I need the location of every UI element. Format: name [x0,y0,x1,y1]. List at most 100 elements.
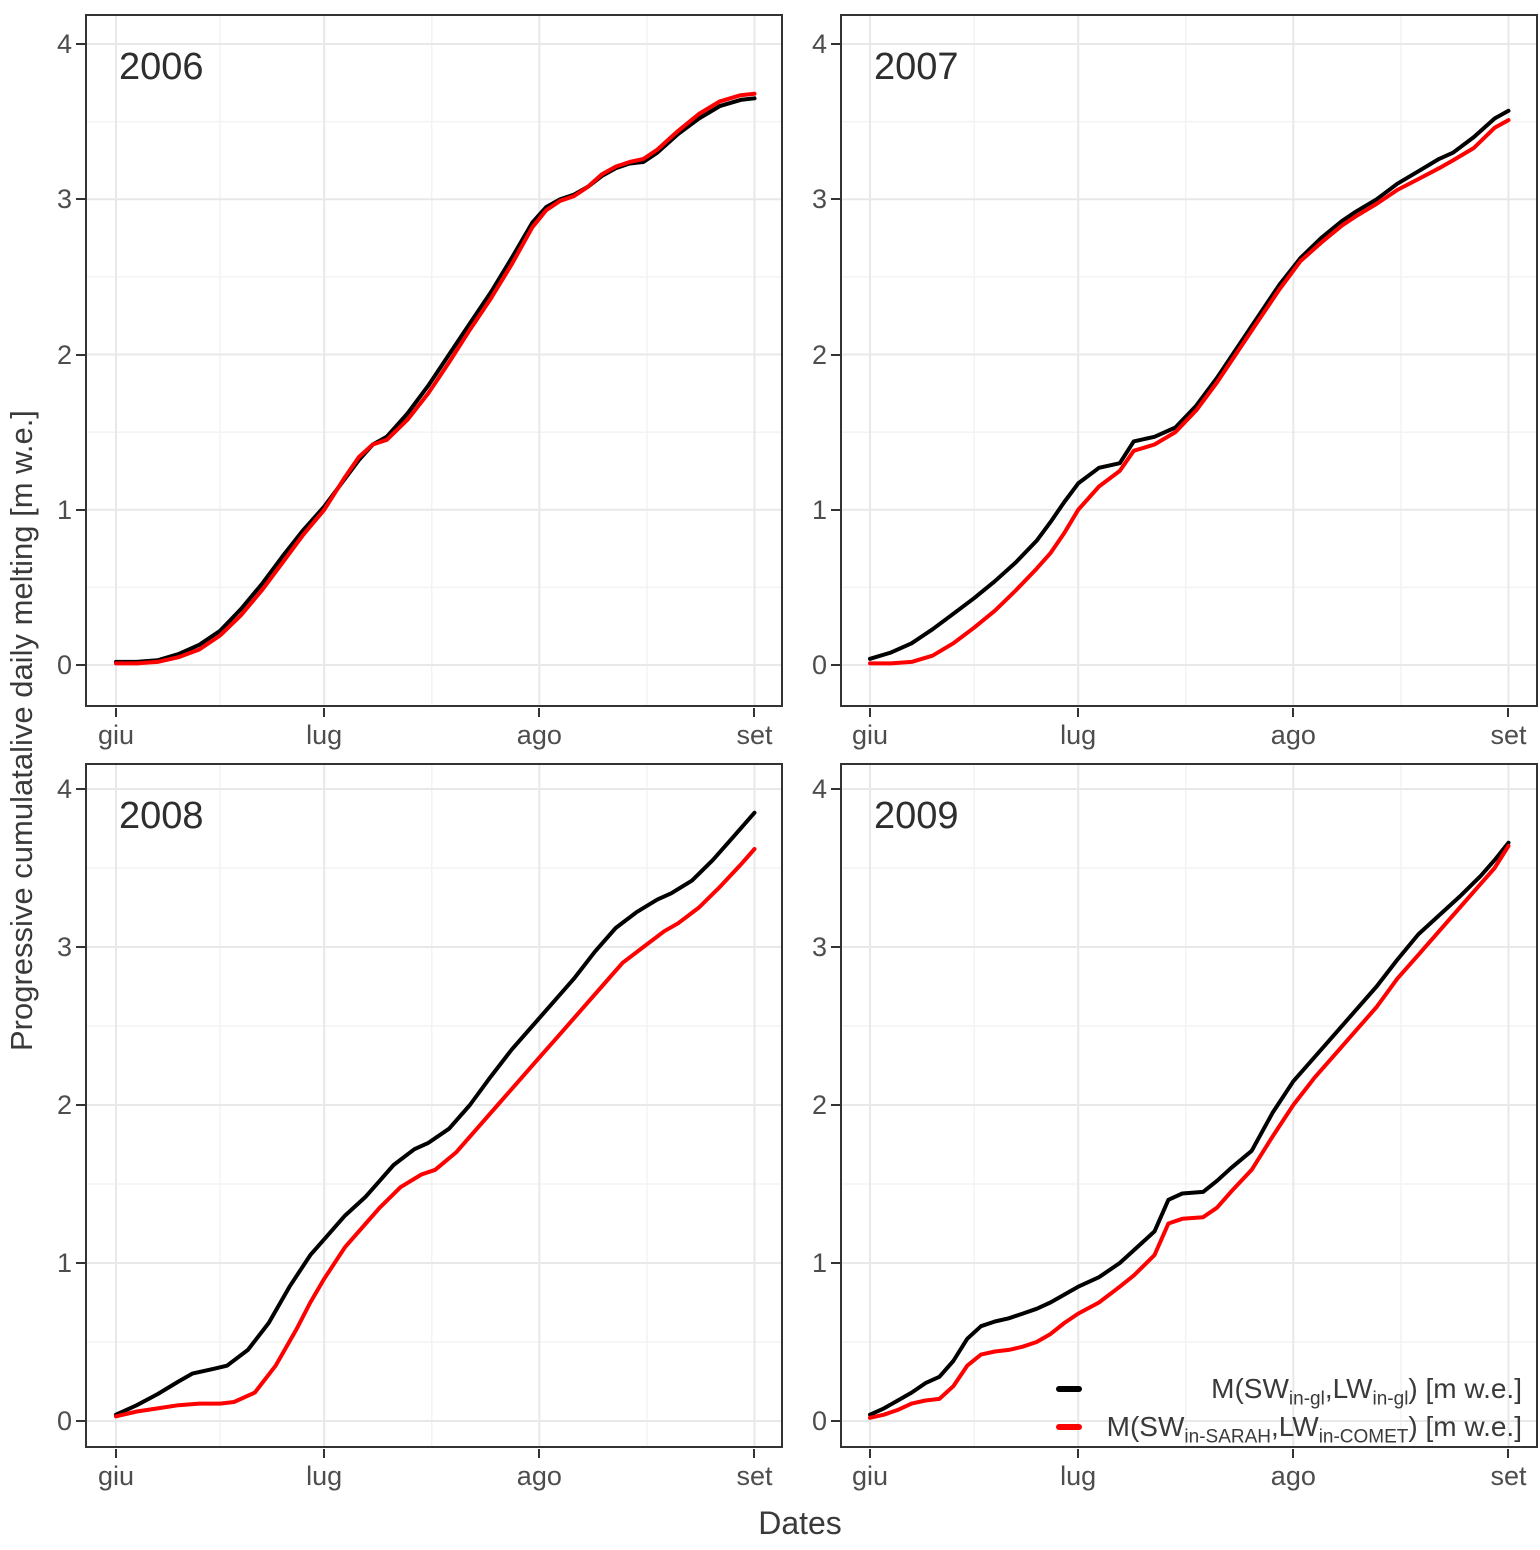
x-axis-tick [1077,1449,1080,1458]
x-tick-label: ago [1270,720,1316,750]
legend-key-red-line [1056,1424,1082,1430]
y-axis-tick [831,198,840,201]
legend-item-sarah-comet: M(SWin-SARAH,LWin-COMET) [m w.e.] [1056,1408,1522,1448]
x-axis-tick [1292,708,1295,717]
panel-title-2007: 2007 [874,46,959,88]
series-line [868,108,1511,661]
x-tick-label: ago [516,720,562,750]
y-tick-label: 3 [56,932,72,962]
y-tick-label: 0 [811,1406,827,1436]
legend-label-gl: M(SWin-gl,LWin-gl) [m w.e.] [1211,1373,1522,1410]
x-tick-label: giu [851,1461,889,1491]
y-tick-label: 3 [811,184,827,215]
x-axis-tick [1077,708,1080,717]
y-axis-tick [831,788,840,790]
y-tick-label: 2 [56,1090,72,1120]
panel-2009: 2009 [840,763,1538,1448]
y-tick-label: 4 [56,774,72,804]
y-tick-label: 2 [811,1090,827,1120]
panel-2007: 2007 [840,14,1538,707]
y-tick-label: 0 [56,1406,72,1436]
x-tick-label: giu [97,1461,135,1491]
x-tick-label: lug [1060,720,1097,750]
x-axis-tick [115,708,117,717]
y-tick-label: 1 [56,494,72,525]
y-axis-tick [76,946,85,948]
plot-area-2007 [842,16,1536,705]
panel-2006: 2006 [85,14,783,707]
x-axis-tick [753,1449,756,1458]
y-axis-tick [831,1262,840,1264]
x-tick-label: giu [851,720,889,750]
plot-area-2006 [87,16,781,705]
x-tick-label: set [1490,1461,1527,1491]
x-axis-tick [323,1449,326,1458]
x-tick-label: ago [516,1461,562,1491]
y-axis-tick [831,1104,840,1106]
series-line [114,91,757,666]
y-axis-tick [76,1104,85,1106]
legend-item-gl: M(SWin-gl,LWin-gl) [m w.e.] [1056,1370,1522,1410]
x-axis-tick [323,708,326,717]
y-axis-tick [76,1262,85,1264]
legend: M(SWin-gl,LWin-gl) [m w.e.] M(SWin-SARAH… [1056,1370,1522,1448]
y-tick-label: 4 [56,29,72,59]
x-axis-title: Dates [758,1505,842,1541]
y-tick-label: 3 [56,184,72,215]
x-tick-label: lug [1060,1461,1097,1491]
x-tick-label: set [736,720,773,750]
y-axis-title: Progressive cumulatalive daily melting [… [4,410,39,1052]
y-tick-label: 4 [811,29,827,59]
y-tick-label: 2 [56,339,72,370]
y-tick-label: 4 [811,774,827,804]
x-tick-label: lug [306,1461,343,1491]
y-axis-tick [76,198,85,201]
y-axis-tick [76,508,85,511]
x-tick-label: ago [1270,1461,1316,1491]
series-line [868,840,1511,1417]
series-line [114,96,757,664]
series-line [868,843,1511,1420]
legend-key-black-line [1056,1386,1082,1392]
y-tick-label: 1 [811,494,827,525]
plot-area-2008 [87,765,781,1446]
series-line [114,847,757,1419]
x-axis-tick [1507,708,1510,717]
y-axis-tick [76,664,85,666]
x-tick-label: set [736,1461,773,1491]
y-tick-label: 2 [811,339,827,370]
x-axis-tick [753,708,756,717]
x-axis-tick [538,708,541,717]
x-axis-tick [869,708,871,717]
x-tick-label: lug [306,720,343,750]
y-axis-tick [76,43,85,45]
panel-title-2006: 2006 [119,46,204,88]
series-line [868,118,1511,666]
y-tick-label: 1 [56,1248,72,1278]
y-axis-tick [831,664,840,666]
y-tick-label: 1 [811,1248,827,1278]
series-line [114,810,757,1417]
y-axis-tick [76,788,85,790]
y-axis-tick [76,353,85,356]
y-axis-tick [831,946,840,948]
y-axis-tick [831,43,840,45]
x-axis-tick [869,1449,871,1458]
plot-area-2009 [842,765,1536,1446]
legend-label-sarah-comet: M(SWin-SARAH,LWin-COMET) [m w.e.] [1106,1411,1522,1448]
y-axis-tick [76,1420,85,1422]
y-tick-label: 0 [56,650,72,680]
x-axis-tick [115,1449,117,1458]
y-axis-tick [831,353,840,356]
x-axis-tick [1292,1449,1295,1458]
x-tick-label: giu [97,720,135,750]
x-axis-tick [538,1449,541,1458]
y-tick-label: 0 [811,650,827,680]
x-axis-tick [1507,1449,1510,1458]
panel-title-2008: 2008 [119,795,204,837]
x-tick-label: set [1490,720,1527,750]
y-axis-tick [831,508,840,511]
y-axis-tick [831,1420,840,1422]
panel-2008: 2008 [85,763,783,1448]
